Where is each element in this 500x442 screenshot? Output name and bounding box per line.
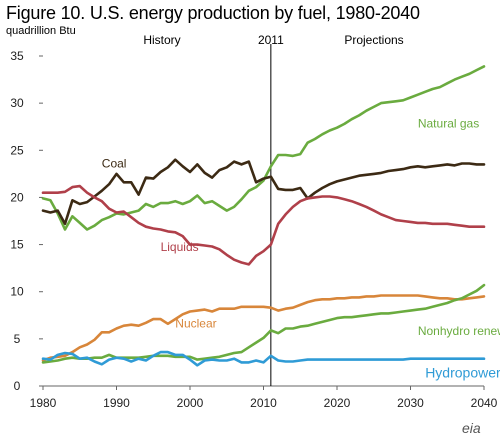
y-tick-label: 25 [10, 143, 24, 157]
series-line-hydropower [41, 350, 486, 367]
projections-label: Projections [344, 33, 403, 47]
y-tick-label: 20 [10, 190, 24, 204]
x-tick-label: 2000 [177, 396, 204, 410]
history-label: History [143, 33, 180, 47]
y-tick-label: 35 [10, 49, 24, 63]
y-tick-label: 5 [14, 332, 21, 346]
series-layer [41, 65, 486, 367]
eia-logo: eia [462, 420, 481, 436]
series-label-coal: Coal [102, 156, 127, 170]
x-tick-label: 2020 [324, 396, 351, 410]
y-tick-label: 0 [14, 379, 21, 393]
series-label-natural-gas: Natural gas [418, 117, 479, 131]
series-label-nuclear: Nuclear [175, 317, 216, 331]
series-label-liquids: Liquids [161, 240, 199, 254]
y-tick-label: 30 [10, 96, 24, 110]
x-tick-label: 2040 [471, 396, 498, 410]
x-tick-label: 2010 [250, 396, 277, 410]
x-tick-label: 1990 [103, 396, 130, 410]
series-label-hydropower: Hydropower [425, 365, 500, 381]
series-label-nonhydro-renewables: Nonhydro renewables [418, 324, 500, 338]
series-line-nuclear [41, 294, 486, 362]
series-line-natural-gas [41, 65, 486, 231]
y-tick-label: 15 [10, 238, 24, 252]
x-tick-label: 1980 [30, 396, 57, 410]
divider-year-label: 2011 [258, 33, 284, 47]
series-line-coal [41, 158, 486, 226]
chart-title: Figure 10. U.S. energy production by fue… [6, 3, 420, 23]
series-line-liquids [41, 184, 486, 266]
chart-axes: 0 5 10 15 20 25 30 35 1980 1990 2000 2010 2020 2030 20… [10, 33, 497, 410]
x-tick-label: 2030 [397, 396, 424, 410]
y-axis-unit-label: quadrillion Btu [6, 25, 76, 37]
series-labels: Natural gas Coal Liquids Nuclear Nonhydro re… [102, 117, 500, 381]
y-tick-label: 10 [10, 285, 24, 299]
